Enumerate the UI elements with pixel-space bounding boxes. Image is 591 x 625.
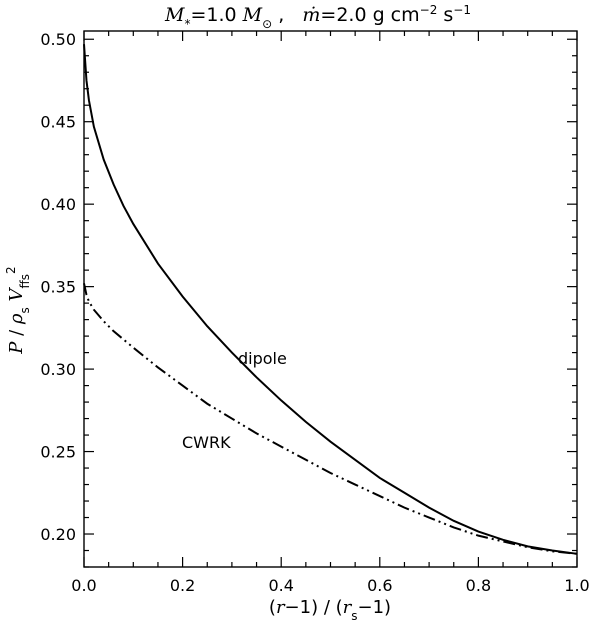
x-tick-label: 0.0: [71, 576, 96, 595]
x-tick-label: 0.6: [367, 576, 392, 595]
y-tick-label: 0.20: [40, 525, 76, 544]
y-tick-label: 0.30: [40, 360, 76, 379]
annotation-cwrk: CWRK: [182, 433, 231, 452]
annotation-dipole: dipole: [238, 349, 287, 368]
x-tick-label: 0.2: [170, 576, 195, 595]
y-tick-label: 0.35: [40, 278, 76, 297]
chart-title: M*=1.0 M⊙ , ṁ=2.0 g cm−2 s−1: [164, 3, 471, 31]
series-line-cwrk: [83, 283, 578, 555]
plot-frame: [83, 30, 578, 568]
y-tick-label: 0.50: [40, 30, 76, 49]
x-axis-label: (r−1) / (rs−1): [269, 597, 391, 623]
y-tick-label: 0.25: [40, 443, 76, 462]
x-tick-label: 1.0: [564, 576, 589, 595]
series-group: [83, 44, 578, 555]
series-line-dipole: [83, 44, 578, 555]
x-tick-label: 0.4: [268, 576, 293, 595]
y-axis-label: P / ρs Vffs2: [4, 266, 32, 354]
tick-label-group: 0.0 0.2 0.4 0.6 0.8 1.0 0.20 0.25 0.30 0.35 0.40 0.…: [40, 30, 589, 595]
x-tick-label: 0.8: [466, 576, 491, 595]
tick-group: [83, 31, 578, 568]
y-tick-label: 0.45: [40, 113, 76, 132]
y-tick-label: 0.40: [40, 195, 76, 214]
